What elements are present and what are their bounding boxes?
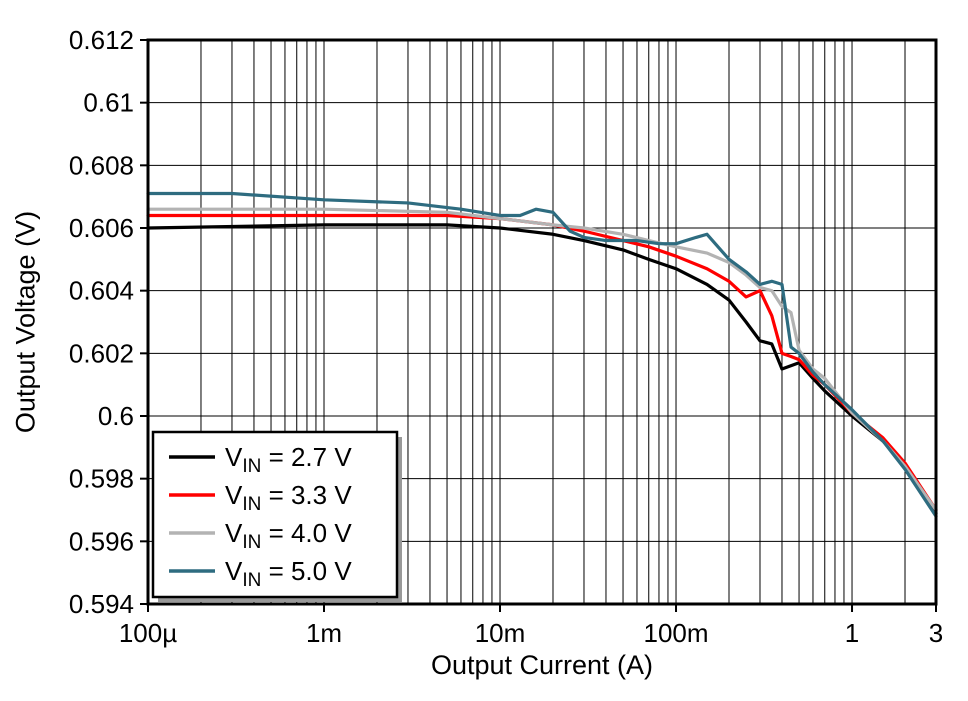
- y-tick-label: 0.602: [69, 338, 134, 368]
- y-tick-label: 0.598: [69, 464, 134, 494]
- y-tick-label: 0.604: [69, 276, 134, 306]
- x-axis-title: Output Current (A): [430, 650, 654, 680]
- y-tick-label: 0.594: [69, 589, 134, 619]
- x-tick-label: 1: [845, 618, 859, 648]
- y-tick-label: 0.6: [98, 401, 134, 431]
- legend-entry-label: VIN = 5.0 V: [225, 556, 352, 591]
- series-line-3: [146, 191, 938, 518]
- x-tick-label: 100µ: [119, 618, 177, 648]
- x-tick-label: 10m: [475, 618, 526, 648]
- y-tick-label: 0.612: [69, 25, 134, 55]
- y-tick-label: 0.606: [69, 213, 134, 243]
- legend-entry-label: VIN = 2.7 V: [225, 442, 352, 477]
- y-tick-label: 0.596: [69, 526, 134, 556]
- series-line-0: [146, 223, 938, 515]
- x-tick-label: 3: [929, 618, 943, 648]
- x-tick-label: 1m: [306, 618, 342, 648]
- series-group: [146, 191, 938, 518]
- y-axis-title: Output Voltage (V): [10, 210, 41, 434]
- legend-entry-label: VIN = 4.0 V: [225, 518, 352, 553]
- y-tick-label: 0.608: [69, 150, 134, 180]
- x-tick-label: 100m: [643, 618, 708, 648]
- plot-border: [146, 38, 938, 606]
- y-tick-label: 0.61: [83, 88, 134, 118]
- x-axis-ticks: 100µ 1m 10m 100m 1 3: [119, 604, 943, 648]
- series-line-2: [146, 207, 938, 512]
- y-axis-ticks: 0.594 0.596 0.598 0.6 0.602 0.604 0.606 0.608 0.…: [69, 25, 148, 619]
- legend-entry-label: VIN = 3.3 V: [225, 480, 352, 515]
